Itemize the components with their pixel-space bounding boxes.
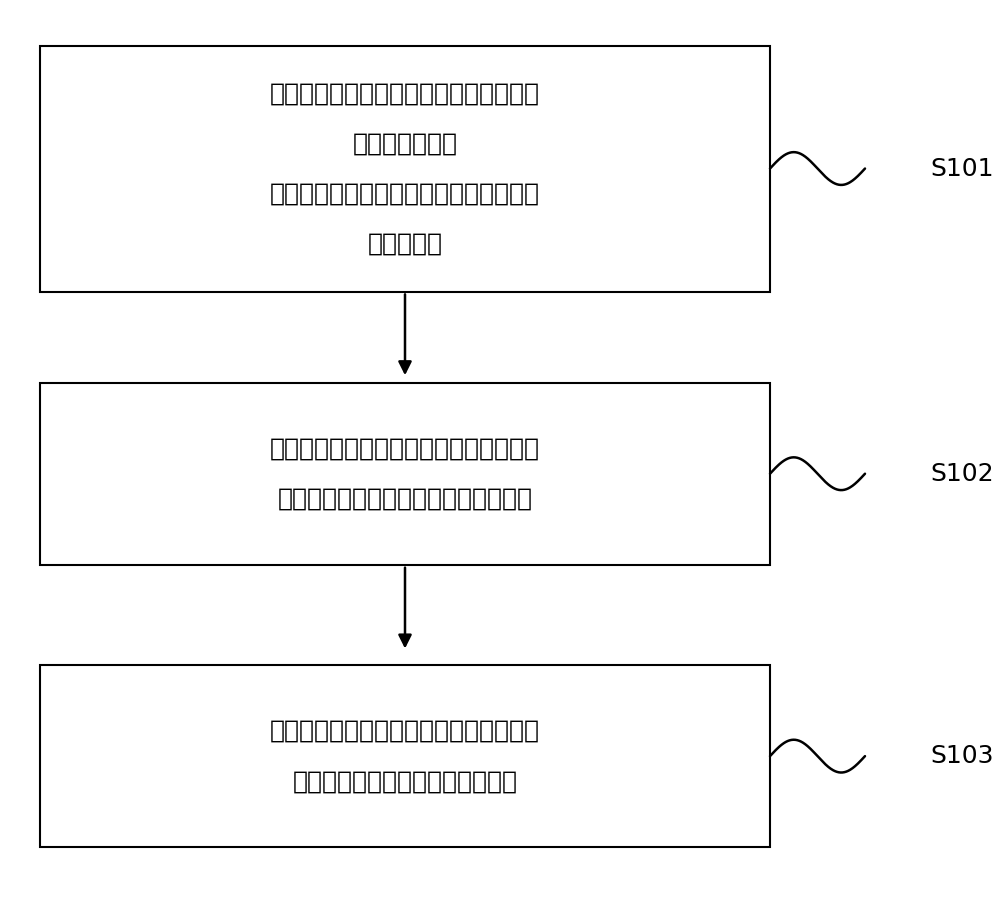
Bar bbox=[40, 383, 770, 565]
Bar bbox=[40, 46, 770, 292]
Text: 调制模块用于基于增益和控制电压将音频: 调制模块用于基于增益和控制电压将音频 bbox=[270, 436, 540, 461]
Text: S102: S102 bbox=[930, 462, 994, 486]
Bar bbox=[40, 665, 770, 847]
Text: 的功率放大器以进行信号放大处理: 的功率放大器以进行信号放大处理 bbox=[292, 769, 518, 793]
Text: 信号对应的功率放大器调整为第一模式: 信号对应的功率放大器调整为第一模式 bbox=[277, 486, 532, 511]
Text: 转换模块用于将音频信号输入至第一模式: 转换模块用于将音频信号输入至第一模式 bbox=[270, 719, 540, 743]
Text: 基于峰值的大小确定音频信号对应的增益: 基于峰值的大小确定音频信号对应的增益 bbox=[270, 181, 540, 206]
Text: 控制模块用于获取音频信号并确定音频信: 控制模块用于获取音频信号并确定音频信 bbox=[270, 81, 540, 106]
Text: S103: S103 bbox=[930, 744, 994, 768]
Text: 号的峰值，以及: 号的峰值，以及 bbox=[352, 131, 457, 156]
Text: S101: S101 bbox=[930, 157, 994, 180]
Text: 和控制电压: 和控制电压 bbox=[367, 231, 442, 256]
